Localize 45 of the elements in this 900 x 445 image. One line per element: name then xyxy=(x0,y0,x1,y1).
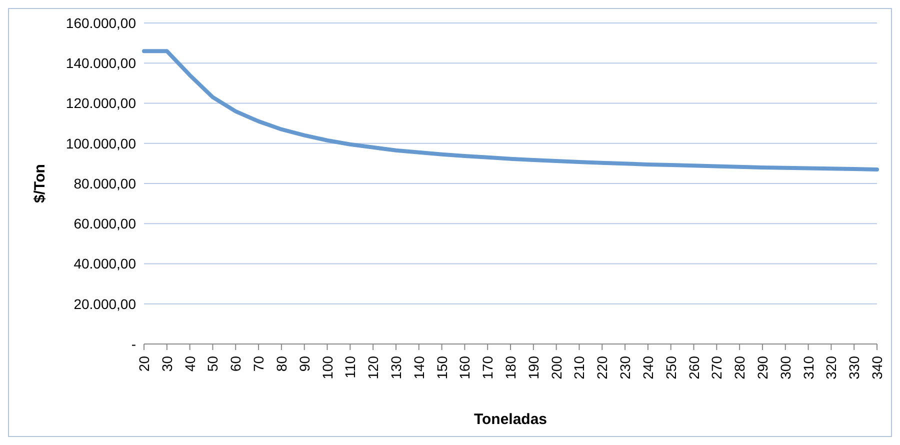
line-series xyxy=(142,49,879,172)
x-tick-label: 330 xyxy=(846,356,862,380)
x-tick-label: 150 xyxy=(434,356,450,380)
x-tick-label: 180 xyxy=(502,356,518,380)
x-tick-label: 80 xyxy=(273,356,290,372)
x-tick-label: 190 xyxy=(525,356,542,380)
y-tick-label: 140.000,00 xyxy=(66,55,136,72)
x-tick-label: 170 xyxy=(480,356,496,380)
y-tick-label: - xyxy=(131,336,136,352)
x-tick-label: 310 xyxy=(800,356,816,380)
y-tick-label: 100.000,00 xyxy=(66,135,136,152)
x-tick-label: 100 xyxy=(319,356,336,380)
x-tick-label: 160 xyxy=(456,356,473,380)
y-tick-label: 120.000,00 xyxy=(66,95,136,112)
x-tick-label: 110 xyxy=(342,356,358,378)
x-tick-label: 260 xyxy=(686,356,702,380)
x-tick-label: 60 xyxy=(228,356,244,372)
y-tick-label: 40.000,00 xyxy=(74,256,136,272)
x-tick-label: 270 xyxy=(708,356,725,380)
x-tick-label: 250 xyxy=(662,356,679,380)
x-tick-label: 40 xyxy=(182,356,198,372)
x-axis-title: Toneladas xyxy=(474,411,548,428)
y-tick-label: 20.000,00 xyxy=(74,296,136,312)
x-tick-label: 230 xyxy=(617,356,634,380)
x-tick-label: 140 xyxy=(410,356,427,380)
x-tick-label: 90 xyxy=(296,356,312,372)
x-tick-label: 20 xyxy=(136,356,152,372)
x-tick-label: 290 xyxy=(754,356,770,380)
y-tick-label: 160.000,00 xyxy=(66,14,136,31)
x-tick-label: 210 xyxy=(571,356,588,380)
x-tick-label: 120 xyxy=(365,356,382,380)
x-tick-label: 220 xyxy=(594,356,610,380)
x-tick-label: 70 xyxy=(250,356,267,372)
x-tick-label: 50 xyxy=(204,356,221,372)
y-tick-label: 60.000,00 xyxy=(74,216,136,232)
x-tick-label: 340 xyxy=(869,356,885,380)
x-tick-label: 280 xyxy=(732,356,748,380)
x-tick-label: 130 xyxy=(388,356,404,380)
y-axis-title: $/Ton xyxy=(31,164,48,203)
x-tick-label: 240 xyxy=(640,356,656,380)
x-tick-label: 300 xyxy=(777,356,794,380)
y-tick-label: 80.000,00 xyxy=(74,175,136,192)
x-tick-label: 30 xyxy=(158,356,175,372)
x-tick-label: 200 xyxy=(548,356,564,380)
x-tick-label: 320 xyxy=(823,356,840,380)
